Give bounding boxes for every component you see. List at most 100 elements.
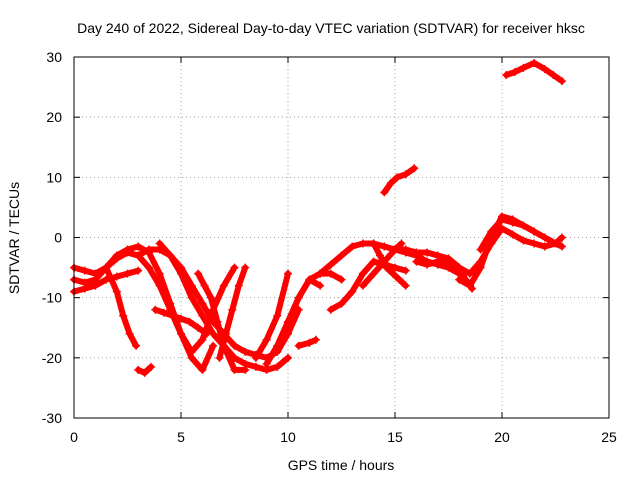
data-point <box>177 329 185 338</box>
data-point <box>151 305 160 314</box>
data-point <box>134 266 143 275</box>
data-point <box>337 251 346 260</box>
data-point <box>198 311 207 320</box>
data-point <box>519 236 528 245</box>
data-point <box>423 260 432 269</box>
data-point <box>194 323 203 332</box>
data-point <box>230 263 239 272</box>
data-point <box>382 263 391 272</box>
data-point <box>215 353 224 362</box>
data-point <box>80 284 89 293</box>
data-point <box>187 353 196 362</box>
y-tick-label: 30 <box>46 49 62 65</box>
data-point <box>144 245 153 254</box>
data-point <box>134 365 143 374</box>
data-point <box>147 362 156 371</box>
data-point <box>119 311 128 320</box>
data-point <box>476 245 485 254</box>
data-point <box>273 362 282 371</box>
y-axis-label: SDTVAR / TECUs <box>6 182 22 294</box>
data-point <box>251 362 260 371</box>
data-point <box>401 170 410 179</box>
data-point <box>465 269 474 278</box>
data-point <box>393 173 402 182</box>
data-point <box>198 365 207 374</box>
data-point <box>228 305 237 314</box>
data-point <box>177 314 185 323</box>
data-point <box>305 275 314 284</box>
data-point <box>348 242 357 251</box>
data-point <box>166 299 175 308</box>
data-point <box>241 365 250 374</box>
data-point <box>540 242 549 251</box>
data-point <box>519 221 528 230</box>
data-point <box>380 257 389 266</box>
data-point <box>177 269 185 278</box>
data-point <box>557 242 566 251</box>
data-point <box>337 275 346 284</box>
x-tick-label: 20 <box>494 429 510 445</box>
data-point <box>391 263 399 272</box>
y-tick-label: -30 <box>42 410 62 426</box>
x-tick-label: 0 <box>70 429 78 445</box>
data-point <box>284 353 292 362</box>
x-tick-label: 10 <box>280 429 296 445</box>
x-tick-label: 25 <box>601 429 617 445</box>
data-point <box>369 257 378 266</box>
data-point <box>185 317 194 326</box>
data-point <box>91 281 100 290</box>
data-point <box>557 233 566 242</box>
data-point <box>209 341 218 350</box>
series-arc-12 <box>273 269 346 350</box>
data-point <box>476 263 485 272</box>
y-tick-label: 20 <box>46 109 62 125</box>
data-point <box>530 239 539 248</box>
data-point <box>326 260 335 269</box>
series-trace <box>477 216 538 253</box>
data-point <box>380 242 389 251</box>
x-tick-label: 15 <box>387 429 403 445</box>
data-point <box>155 269 164 278</box>
data-point <box>219 281 228 290</box>
data-point <box>200 281 209 290</box>
data-point <box>369 239 378 248</box>
data-point <box>102 263 111 272</box>
data-point <box>123 269 132 278</box>
data-point <box>187 293 196 302</box>
data-point <box>273 341 282 350</box>
chart-title: Day 240 of 2022, Sidereal Day-to-day VTE… <box>77 20 585 36</box>
series-trace <box>370 240 409 289</box>
series-arc-23 <box>476 215 539 254</box>
data-point <box>358 281 367 290</box>
series-trace <box>456 213 565 289</box>
data-point <box>112 287 121 296</box>
data-point <box>508 230 517 239</box>
x-tick-label: 5 <box>177 429 185 445</box>
data-point <box>134 242 143 251</box>
data-point <box>168 311 177 320</box>
data-point <box>337 299 346 308</box>
data-point <box>284 269 292 278</box>
data-point <box>401 266 410 275</box>
data-point <box>412 257 421 266</box>
series-arc-16 <box>326 257 410 314</box>
data-point <box>386 179 395 188</box>
data-point <box>412 248 421 257</box>
series-arc-17 <box>369 239 410 290</box>
data-point <box>397 239 406 248</box>
data-point <box>530 59 539 68</box>
data-point <box>410 164 419 173</box>
y-tick-label: 10 <box>46 169 62 185</box>
data-point <box>159 308 168 317</box>
y-tick-label: 0 <box>54 230 62 246</box>
data-point <box>326 269 335 278</box>
tick-layer: 0 5 10 15 20 25 -30 -20 -10 0 10 20 30 <box>42 49 617 445</box>
data-point <box>112 272 121 281</box>
data-point <box>369 269 378 278</box>
data-point <box>221 329 230 338</box>
data-point <box>376 251 385 260</box>
data-point <box>134 251 143 260</box>
data-point <box>316 281 325 290</box>
data-point <box>284 317 292 326</box>
series-trace <box>252 270 291 361</box>
